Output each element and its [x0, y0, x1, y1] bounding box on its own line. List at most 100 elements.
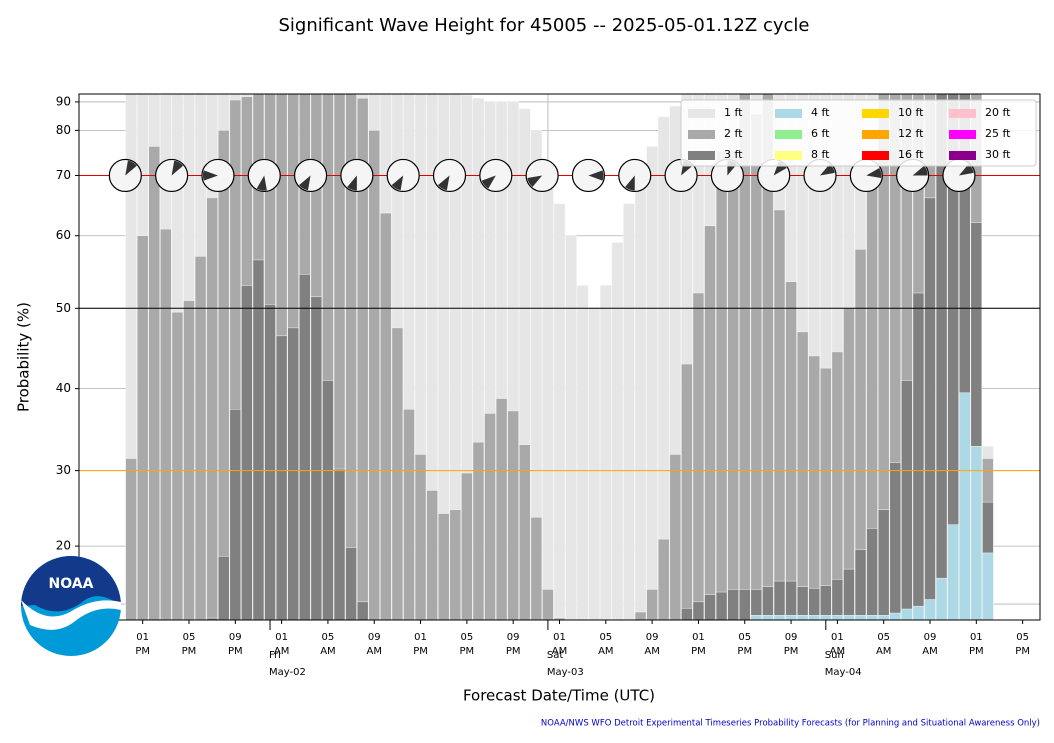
legend-label: 1 ft — [724, 106, 743, 119]
legend-label: 2 ft — [724, 127, 743, 140]
y-tick-label: 80 — [56, 123, 71, 137]
legend-label: 3 ft — [724, 148, 743, 161]
bar — [264, 304, 276, 620]
bar — [681, 363, 693, 620]
bar — [692, 292, 705, 620]
noaa-logo: NOAA — [21, 556, 121, 656]
legend-swatch — [775, 109, 802, 118]
bar — [194, 256, 207, 620]
bar — [750, 589, 763, 620]
bar — [854, 615, 867, 620]
bar — [136, 235, 149, 620]
bar — [773, 580, 786, 620]
y-tick-label: 90 — [56, 94, 71, 108]
legend-label: 12 ft — [898, 127, 924, 140]
bar — [495, 398, 508, 620]
bar — [299, 274, 311, 620]
x-tick-label: 01 PM — [135, 632, 151, 657]
bar — [217, 130, 230, 620]
wind-wedge — [171, 160, 184, 176]
bar — [889, 612, 902, 620]
bar — [634, 164, 647, 620]
bar — [484, 101, 496, 620]
x-tick-label: 05 AM — [320, 632, 336, 657]
legend-swatch — [775, 151, 802, 160]
x-tick-label: 05 PM — [1015, 632, 1030, 657]
legend-swatch — [949, 109, 976, 118]
x-tick-label: 01 PM — [968, 632, 984, 657]
bar — [727, 589, 739, 620]
bar — [600, 285, 612, 620]
day-label: Sat May-03 — [546, 650, 584, 678]
bar — [414, 454, 427, 620]
bar — [877, 615, 890, 620]
bar — [437, 513, 450, 620]
bar — [924, 197, 936, 620]
bar — [947, 524, 959, 620]
bar — [831, 615, 844, 620]
bar — [808, 615, 820, 620]
bar — [912, 292, 925, 620]
wind-wedge — [391, 175, 404, 191]
day-label: Fri May-02 — [269, 650, 306, 678]
x-tick-label: 09 PM — [505, 632, 521, 657]
bar — [669, 106, 682, 620]
wind-wedge — [347, 175, 357, 191]
bar — [889, 462, 902, 620]
bar — [831, 351, 844, 620]
wind-wedge — [256, 175, 267, 191]
bar — [576, 285, 589, 620]
bar — [461, 95, 473, 620]
bar — [403, 409, 415, 620]
bar — [519, 108, 531, 620]
bar — [657, 538, 670, 620]
bar — [229, 409, 242, 620]
bar — [935, 577, 948, 620]
bar — [426, 490, 438, 620]
x-tick-label: 05 PM — [181, 632, 197, 657]
x-tick-label: 01 PM — [413, 632, 428, 657]
x-tick-label: 05 AM — [598, 632, 614, 657]
bar — [229, 99, 242, 620]
bar — [565, 235, 577, 620]
bar — [646, 589, 658, 620]
x-tick-label: 05 AM — [875, 632, 892, 657]
wind-wedge — [625, 175, 635, 191]
wind-wedge — [125, 160, 137, 176]
bar — [704, 225, 716, 620]
bar — [623, 203, 635, 620]
bar — [750, 113, 763, 620]
bar — [322, 380, 334, 620]
bar — [773, 615, 786, 620]
x-tick-label: 01 PM — [691, 632, 706, 657]
wind-wedge — [527, 175, 543, 187]
bar — [739, 589, 751, 620]
legend-swatch — [862, 109, 889, 118]
x-tick-label: 09 AM — [922, 632, 938, 657]
day-label: Sun May-04 — [824, 650, 862, 678]
bar — [843, 568, 855, 620]
x-tick-label: 05 PM — [737, 632, 753, 657]
bar — [820, 585, 832, 620]
bar — [912, 605, 925, 620]
legend-label: 10 ft — [898, 106, 924, 119]
wind-wedge — [438, 175, 450, 191]
bar — [901, 608, 913, 620]
bar — [449, 509, 462, 620]
bar — [507, 410, 519, 620]
bar — [959, 392, 971, 620]
bar — [785, 281, 797, 620]
legend-label: 25 ft — [985, 127, 1011, 140]
wind-wedge — [588, 170, 604, 181]
logo-bird — [21, 600, 121, 630]
bar — [877, 509, 890, 620]
bar — [796, 331, 809, 620]
bar — [843, 615, 855, 620]
bar — [217, 556, 230, 620]
bar — [345, 547, 357, 620]
chart-title: Significant Wave Height for 45005 -- 202… — [278, 15, 809, 36]
bar — [831, 579, 844, 620]
legend-box — [680, 99, 1037, 167]
bar — [333, 468, 346, 620]
